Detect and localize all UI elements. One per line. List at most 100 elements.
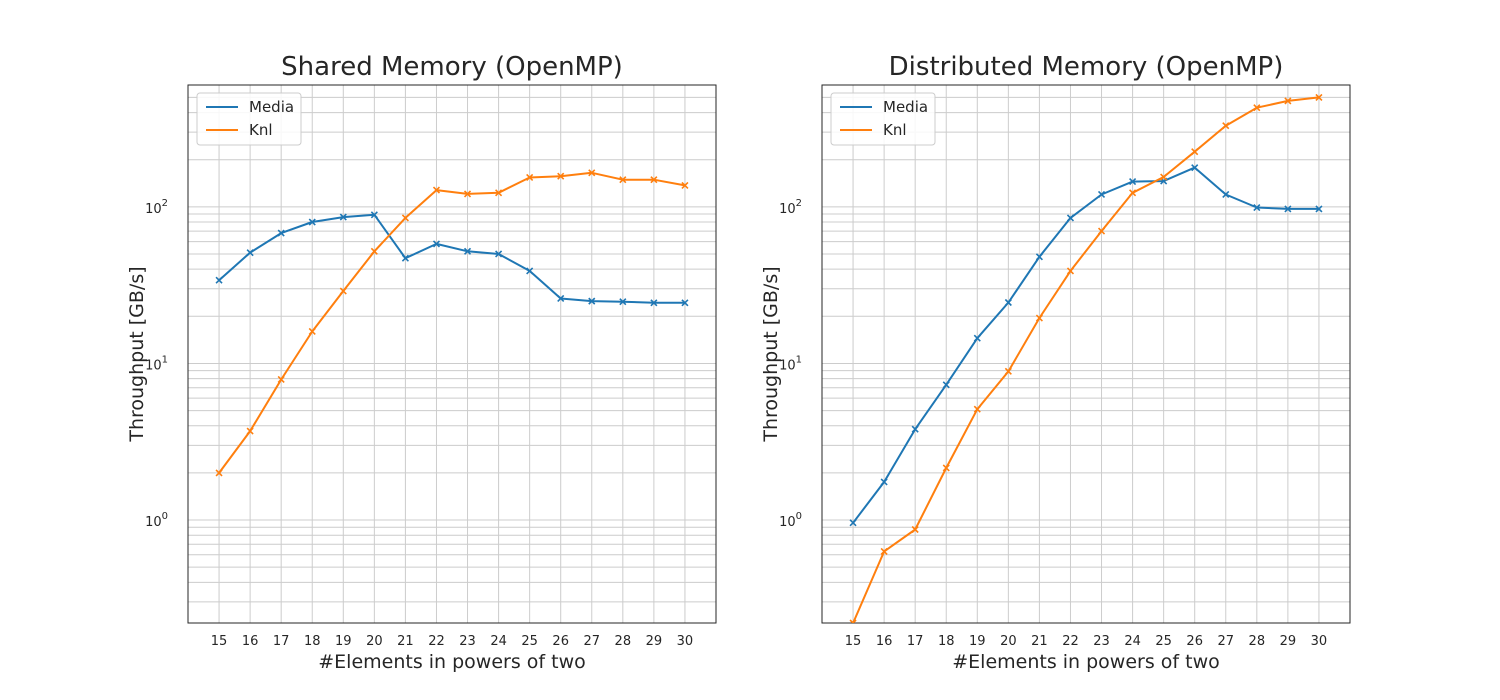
data-point-media (463, 247, 472, 255)
legend: Media Knl (830, 92, 936, 146)
series-line-media (218, 213, 685, 304)
series-line-media (852, 166, 1319, 524)
x-tick-label: 30 (677, 634, 694, 649)
data-point-knl (401, 214, 409, 222)
data-point-knl (619, 176, 627, 184)
x-tick-label: 25 (1155, 634, 1172, 649)
data-point-media (1222, 190, 1230, 199)
data-point-knl (681, 181, 689, 190)
y-tick-label: 100 (145, 511, 168, 530)
series-line-knl (852, 96, 1320, 623)
x-tick-label: 18 (938, 634, 955, 649)
x-tick-label: 17 (907, 634, 924, 649)
x-tick-label: 24 (490, 634, 507, 649)
data-point-media (650, 299, 658, 307)
data-point-media (401, 254, 409, 262)
data-point-media (557, 294, 565, 303)
data-point-media (246, 249, 254, 257)
legend-label-knl: Knl (883, 121, 907, 139)
data-point-knl (1191, 148, 1199, 156)
data-point-knl (1284, 97, 1292, 105)
x-tick-labels: 15 16 17 18 19 20 21 22 23 24 25 26 27 28 29 30 (211, 634, 693, 649)
x-tick-label: 23 (1093, 634, 1110, 649)
data-point-media (339, 213, 347, 221)
data-point-knl (495, 189, 503, 197)
data-point-media (1191, 164, 1199, 172)
chart-title: Distributed Memory (OpenMP) (889, 52, 1284, 82)
data-point-knl (911, 525, 919, 534)
data-point-knl (1222, 122, 1230, 130)
x-tick-label: 16 (242, 634, 259, 649)
data-point-media (495, 250, 503, 258)
series-group (849, 93, 1323, 623)
x-tick-label: 26 (1186, 634, 1203, 649)
data-point-media (432, 240, 441, 248)
data-point-media (942, 381, 950, 389)
data-point-knl (370, 247, 378, 255)
x-tick-label: 25 (521, 634, 538, 649)
series-group (215, 169, 689, 477)
data-point-media (1004, 298, 1012, 307)
data-point-knl (432, 186, 441, 194)
legend: Media Knl (196, 92, 302, 146)
data-point-media (1129, 178, 1137, 186)
x-tick-label: 15 (211, 634, 228, 649)
legend-label-media: Media (883, 98, 928, 116)
data-point-media (1035, 253, 1043, 261)
y-tick-labels: 100 101 102 (145, 198, 168, 530)
data-point-media (1066, 214, 1075, 222)
data-point-knl (880, 547, 888, 556)
x-tick-label: 19 (335, 634, 352, 649)
x-tick-label: 24 (1124, 634, 1141, 649)
legend-label-media: Media (249, 98, 294, 116)
x-tick-label: 21 (397, 634, 414, 649)
data-point-knl (215, 469, 223, 477)
x-tick-label: 28 (615, 634, 632, 649)
data-point-media (526, 267, 534, 275)
data-point-media (1253, 203, 1261, 212)
data-point-knl (1253, 104, 1261, 112)
x-tick-label: 29 (1280, 634, 1297, 649)
y-tick-label: 102 (779, 198, 802, 217)
data-point-media (1284, 205, 1292, 213)
x-tick-label: 18 (304, 634, 321, 649)
data-point-media (370, 211, 378, 219)
data-point-media (308, 218, 316, 226)
plot-frame (187, 84, 717, 624)
data-point-knl (308, 327, 316, 336)
x-tick-label: 22 (1062, 634, 1079, 649)
data-point-knl (849, 619, 857, 623)
legend-label-knl: Knl (249, 121, 273, 139)
data-point-knl (942, 464, 950, 472)
data-point-knl (1066, 267, 1075, 275)
x-axis-label: #Elements in powers of two (318, 651, 586, 673)
y-axis-label: Throughput [GB/s] (760, 266, 782, 442)
x-tick-label: 19 (969, 634, 986, 649)
data-point-knl (1035, 314, 1043, 322)
data-point-media (215, 276, 223, 284)
x-tick-label: 17 (273, 634, 290, 649)
plot-frame (821, 84, 1351, 624)
data-point-media (849, 519, 857, 527)
x-tick-label: 22 (428, 634, 445, 649)
data-point-media (911, 425, 919, 433)
x-tick-label: 20 (366, 634, 383, 649)
data-point-knl (557, 172, 565, 180)
data-point-knl (1315, 93, 1323, 101)
data-point-knl (1129, 189, 1137, 197)
x-tick-labels: 15 16 17 18 19 20 21 22 23 24 25 26 27 28 29 30 (845, 634, 1327, 649)
data-point-knl (277, 375, 285, 384)
data-point-media (880, 478, 888, 486)
data-point-media (973, 334, 981, 342)
data-point-knl (973, 405, 981, 413)
x-tick-label: 27 (583, 634, 600, 649)
x-tick-label: 15 (845, 634, 862, 649)
x-tick-label: 16 (876, 634, 893, 649)
x-tick-label: 29 (646, 634, 663, 649)
x-tick-label: 27 (1217, 634, 1234, 649)
data-point-media (277, 229, 285, 237)
series-line-knl (218, 171, 686, 474)
data-point-knl (1004, 367, 1012, 375)
data-point-media (619, 298, 627, 306)
